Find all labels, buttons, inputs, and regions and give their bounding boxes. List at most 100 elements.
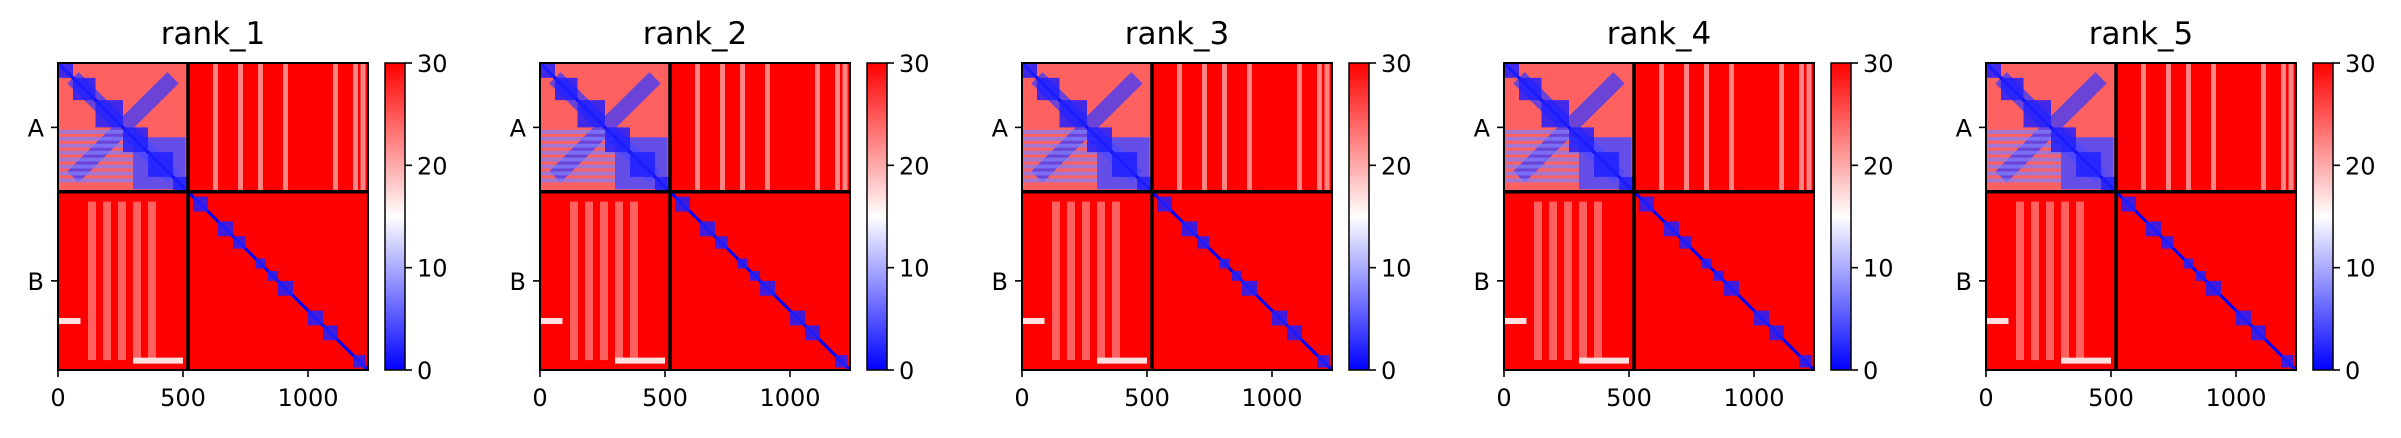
diagonal-domain-block	[2001, 77, 2024, 101]
chain-a-stripe	[1022, 129, 1097, 134]
heatmap-panel-3: rank_3 0 500 1000 A B 0 10 20 30	[992, 16, 1412, 412]
ba-stripe	[1112, 201, 1120, 361]
diagonal-domain-block	[73, 77, 96, 101]
x-tick-label: 0	[50, 384, 65, 412]
chain-label: B	[1956, 268, 1972, 296]
chain-label: B	[992, 268, 1008, 296]
ab-stripe	[2186, 63, 2191, 192]
diagonal-domain-block	[750, 270, 760, 281]
ab-stripe	[1806, 63, 1812, 192]
diagonal-domain-block	[1754, 310, 1769, 326]
diagonal-domain-block	[1639, 196, 1654, 212]
colorbar	[1348, 62, 1370, 371]
diagonal-domain-block	[2251, 325, 2266, 341]
panel-title: rank_2	[643, 16, 748, 52]
ba-stripe	[1534, 201, 1542, 361]
diagonal-domain-block	[1112, 152, 1137, 177]
plot-frame	[1503, 62, 1815, 371]
diagonal-domain-block	[233, 236, 246, 249]
panel-title: rank_4	[1607, 16, 1712, 52]
ba-stripe	[148, 201, 156, 361]
chain-a-stripe	[1022, 164, 1097, 169]
chain-label: B	[510, 268, 526, 296]
x-tick-label: 500	[160, 384, 206, 412]
diagonal-domain-block	[323, 325, 338, 341]
ab-stripe	[2211, 63, 2216, 192]
chain-a-stripe	[58, 136, 133, 141]
chain-a-stripe	[1986, 136, 2061, 141]
x-tick-label: 1000	[2205, 384, 2266, 412]
chain-a-stripe	[1504, 164, 1579, 169]
ab-stripe	[1684, 63, 1689, 192]
diagonal-domain-block	[2161, 236, 2174, 249]
ab-stripe	[2261, 63, 2266, 192]
diagonal-domain-block	[790, 310, 805, 326]
diagonal-domain-block	[2281, 355, 2294, 368]
colorbar-tick-label: 30	[1863, 50, 1894, 78]
diagonal-domain-block	[1799, 355, 1812, 368]
ab-stripe	[353, 63, 358, 192]
chain-a-stripe	[1986, 150, 2061, 155]
x-tick-label: 500	[1124, 384, 1170, 412]
ab-stripe	[2166, 63, 2171, 192]
chain-a-stripe	[1504, 171, 1579, 176]
chain-a-stripe	[540, 178, 615, 183]
ba-stripe	[1097, 201, 1105, 361]
chain-a-stripe	[1504, 157, 1579, 162]
ab-stripe	[1779, 63, 1784, 192]
ab-stripe	[842, 63, 848, 192]
ba-stripe	[118, 201, 126, 361]
chain-label: A	[1956, 114, 1973, 142]
x-tick-label: 1000	[759, 384, 820, 412]
colorbar	[1830, 62, 1852, 371]
diagonal-domain-block	[675, 196, 690, 212]
x-tick-label: 500	[2088, 384, 2134, 412]
colorbar	[2312, 62, 2334, 371]
colorbar-tick-label: 10	[2345, 255, 2376, 283]
x-tick-label: 500	[642, 384, 688, 412]
ab-stripe	[2141, 63, 2146, 192]
diagonal-domain-block	[1219, 258, 1230, 269]
chain-label: B	[28, 268, 44, 296]
plot-frame	[1985, 62, 2297, 371]
x-tick-label: 1000	[277, 384, 338, 412]
heatmap-panel-1: rank_1 0 500 1000 A B 0 10 20 30	[28, 16, 448, 412]
diagonal-domain-block	[123, 127, 148, 153]
colorbar-tick-label: 30	[1381, 50, 1412, 78]
ba-stripe	[1579, 201, 1587, 361]
colorbar-tick-label: 30	[2345, 50, 2376, 78]
x-tick-label: 500	[1606, 384, 1652, 412]
ab-stripe	[360, 63, 366, 192]
ab-stripe	[1297, 63, 1302, 192]
chain-a-stripe	[540, 136, 615, 141]
diagonal-domain-block	[255, 258, 266, 269]
chain-a-stripe	[58, 164, 133, 169]
diagonal-domain-block	[737, 258, 748, 269]
chain-a-stripe	[1986, 129, 2061, 134]
ab-stripe	[1324, 63, 1330, 192]
chain-a-stripe	[1022, 136, 1097, 141]
ba-band	[133, 357, 183, 364]
ab-stripe	[720, 63, 725, 192]
diagonal-domain-block	[1197, 236, 1210, 249]
ab-stripe	[1729, 63, 1734, 192]
colorbar-tick-label: 0	[1381, 357, 1396, 385]
ba-stripe	[600, 201, 608, 361]
diagonal-domain-block	[540, 63, 555, 78]
heatmap-panel-5: rank_5 0 500 1000 A B 0 10 20 30	[1956, 16, 2376, 412]
diagonal-domain-block	[1504, 63, 1519, 78]
colorbar-tick-label: 0	[417, 357, 432, 385]
chain-a-stripe	[1022, 150, 1097, 155]
diagonal-domain-block	[1541, 100, 1569, 128]
panel-title: rank_5	[2089, 16, 2194, 52]
diagonal-domain-block	[760, 280, 775, 296]
diagonal-domain-block	[605, 127, 630, 153]
ba-stripe	[88, 201, 96, 361]
colorbar-tick-label: 20	[899, 152, 930, 180]
plot-frame	[57, 62, 369, 371]
chain-label: B	[1474, 268, 1490, 296]
chain-label: A	[992, 114, 1009, 142]
diagonal-domain-block	[1157, 196, 1172, 212]
ba-stripe	[2046, 201, 2054, 361]
